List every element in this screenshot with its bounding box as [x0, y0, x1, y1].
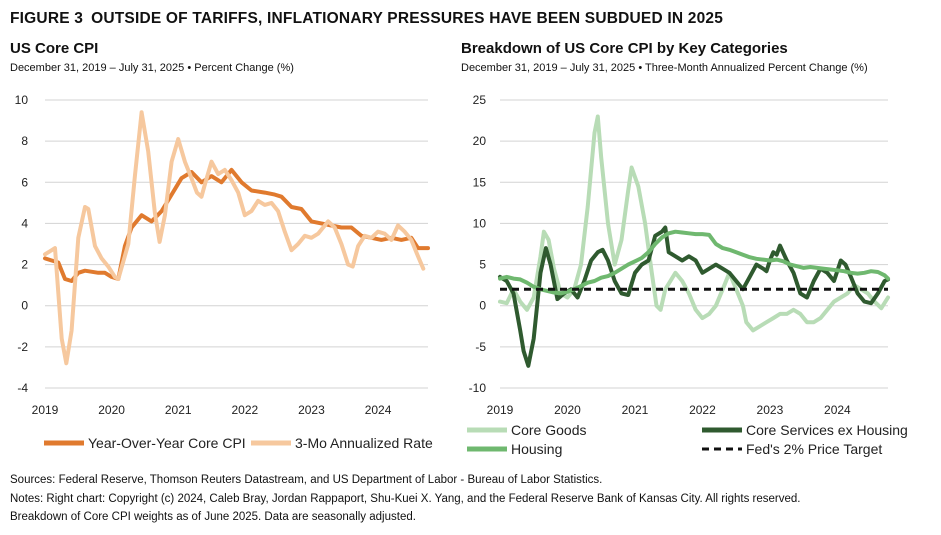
y-tick-label: 0	[21, 299, 28, 313]
y-tick-label: 20	[473, 134, 487, 148]
x-tick-label: 2021	[165, 403, 192, 417]
x-tick-label: 2020	[554, 403, 581, 417]
x-tick-label: 2024	[824, 403, 851, 417]
notes-line-2: Breakdown of Core CPI weights as of June…	[10, 511, 416, 523]
y-tick-label: -2	[17, 340, 28, 354]
right-chart-subtitle: December 31, 2019 – July 31, 2025 • Thre…	[461, 62, 868, 74]
x-tick-label: 2021	[622, 403, 649, 417]
figure-title: FIGURE 3 OUTSIDE OF TARIFFS, INFLATIONARY…	[10, 10, 723, 28]
left-chart-title: US Core CPI	[10, 40, 99, 57]
x-tick-label: 2022	[689, 403, 716, 417]
y-tick-label: 10	[473, 216, 487, 230]
y-tick-label: 4	[21, 216, 28, 230]
y-tick-label: 2	[21, 258, 28, 272]
series-line-core-goods	[498, 114, 890, 333]
y-tick-label: 6	[21, 175, 28, 189]
x-tick-label: 2020	[98, 403, 125, 417]
x-tick-label: 2023	[298, 403, 325, 417]
series-line-3-mo-annualized-rate	[43, 110, 426, 366]
right-chart-title: Breakdown of US Core CPI by Key Categori…	[461, 40, 788, 57]
y-tick-label: 8	[21, 134, 28, 148]
legend-label-core-goods: Core Goods	[511, 422, 586, 438]
x-tick-label: 2022	[231, 403, 258, 417]
x-tick-label: 2024	[365, 403, 392, 417]
y-tick-label: 5	[479, 258, 486, 272]
y-tick-label: 15	[473, 175, 487, 189]
notes-line-1: Notes: Right chart: Copyright (c) 2024, …	[10, 492, 801, 505]
x-tick-label: 2019	[32, 403, 59, 417]
legend-label-fed-s-2-price-target: Fed's 2% Price Target	[746, 441, 882, 457]
y-tick-label: 25	[473, 93, 487, 107]
figure-label: FIGURE 3	[10, 10, 84, 27]
y-tick-label: 10	[15, 93, 29, 107]
x-tick-label: 2023	[757, 403, 784, 417]
series-line-core-services-ex-housing	[498, 225, 890, 368]
legend-label-3-mo-annualized-rate: 3-Mo Annualized Rate	[295, 435, 433, 451]
series-line-housing	[498, 229, 890, 296]
legend-label-year-over-year-core-cpi: Year-Over-Year Core CPI	[88, 435, 246, 451]
legend-label-housing: Housing	[511, 441, 562, 457]
x-tick-label: 2019	[487, 403, 514, 417]
legend-label-core-services-ex-housing: Core Services ex Housing	[746, 422, 908, 438]
y-tick-label: 0	[479, 299, 486, 313]
left-chart-subtitle: December 31, 2019 – July 31, 2025 • Perc…	[10, 62, 294, 74]
footnotes: Sources: Federal Reserve, Thomson Reuter…	[10, 471, 801, 527]
figure-heading: OUTSIDE OF TARIFFS, INFLATIONARY PRESSUR…	[91, 10, 724, 27]
sources-note: Sources: Federal Reserve, Thomson Reuter…	[10, 474, 603, 486]
y-tick-label: -10	[469, 381, 487, 395]
series-line-year-over-year-core-cpi	[43, 167, 430, 283]
y-tick-label: -5	[475, 340, 486, 354]
y-tick-label: -4	[17, 381, 28, 395]
